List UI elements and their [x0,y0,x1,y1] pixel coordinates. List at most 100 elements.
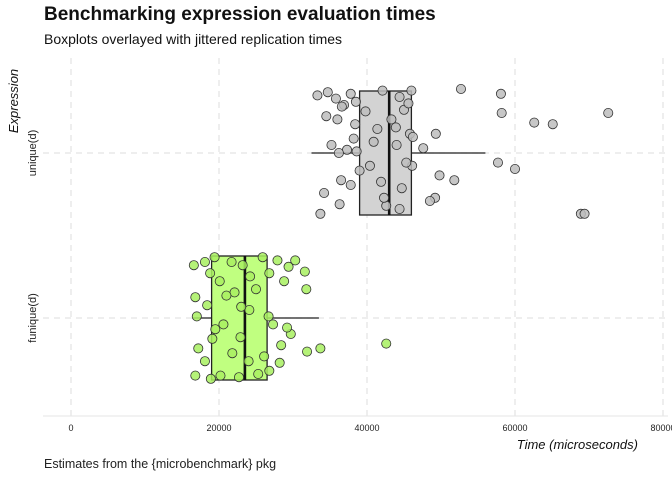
funiqued-point-0 [188,260,199,271]
point-layer [188,84,614,384]
funiqued-point-40 [282,322,293,333]
uniqued-point-16 [336,101,347,112]
funiqued-point-9 [290,255,301,266]
uniqued-point-30 [351,146,362,157]
uniqued-point-34 [434,170,445,181]
funiqued-point-2 [209,252,220,263]
funiqued-point-11 [264,268,275,279]
funiqued-point-33 [264,365,275,376]
uniqued-point-55 [386,114,397,125]
uniqued-point-53 [379,192,390,203]
uniqued-point-9 [495,88,506,99]
funiqued-point-42 [315,343,326,354]
uniqued-point-5 [377,85,388,96]
funiqued-point-32 [253,368,264,379]
x-tick-label-60000: 60000 [502,423,527,433]
uniqued-point-24 [368,136,379,147]
x-tick-label-40000: 40000 [354,423,379,433]
funiqued-point-23 [276,340,287,351]
uniqued-point-4 [350,96,361,107]
x-tick-label-80000: 80000 [650,423,672,433]
funiqued-point-31 [233,372,244,383]
y-axis-title: Expression [6,69,21,133]
uniqued-point-31 [354,165,365,176]
funiqued-point-28 [190,370,201,381]
funiqued-point-27 [199,356,210,367]
funiqued-point-14 [205,268,216,279]
funiqued-point-18 [218,319,229,330]
uniqued-point-8 [455,84,466,95]
funiqued-point-17 [191,311,202,322]
uniqued-point-54 [401,157,412,168]
uniqued-point-13 [496,108,507,119]
funiqued-point-29 [205,373,216,384]
uniqued-point-18 [312,90,323,101]
uniqued-point-19 [332,114,343,125]
funiqued-point-1 [199,256,210,267]
uniqued-point-56 [391,139,402,150]
funiqued-point-10 [279,276,290,287]
funiqued-point-43 [381,338,392,349]
funiqued-point-39 [263,311,274,322]
uniqued-point-17 [321,111,332,122]
uniqued-point-35 [449,175,460,186]
uniqued-point-36 [492,157,503,168]
funiqued-point-35 [207,333,218,344]
uniqued-point-43 [315,208,326,219]
uniqued-point-2 [330,93,341,104]
uniqued-point-44 [345,179,356,190]
funiqued-point-12 [245,271,256,282]
uniqued-point-40 [376,176,387,187]
uniqued-point-25 [407,131,418,142]
x-tick-label-0: 0 [68,423,73,433]
funiqued-point-36 [221,290,232,301]
uniqued-point-42 [319,187,330,198]
funiqued-point-44 [214,276,225,287]
funiqued-point-5 [257,252,268,263]
funiqued-point-25 [243,356,254,367]
uniqued-point-41 [334,199,345,210]
uniqued-point-11 [603,108,614,119]
y-category-label-funiqued: funique(d) [27,293,39,343]
funiqued-point-22 [302,346,313,357]
uniqued-point-51 [418,143,429,154]
x-tick-label-20000: 20000 [206,423,231,433]
uniqued-point-6 [394,92,405,103]
grid-layer [43,58,668,416]
funiqued-point-30 [215,370,226,381]
funiqued-point-3 [226,256,237,267]
y-category-labels: funique(d) unique(d) [27,130,39,343]
uniqued-point-12 [547,119,558,130]
funiqued-point-47 [274,357,285,368]
funiqued-point-4 [237,260,248,271]
funiqued-point-46 [210,324,221,335]
uniqued-point-49 [579,208,590,219]
funiqued-point-6 [272,255,283,266]
uniqued-point-0 [322,87,333,98]
uniqued-point-52 [336,175,347,186]
uniqued-point-37 [509,163,520,174]
x-tick-labels: 0 20000 40000 60000 80000 [68,423,672,433]
uniqued-point-29 [333,147,344,158]
funiqued-point-24 [259,351,270,362]
uniqued-point-23 [403,98,414,109]
uniqued-point-21 [390,122,401,133]
funiqued-point-26 [227,348,238,359]
uniqued-point-7 [406,85,417,96]
uniqued-point-3 [345,88,356,99]
uniqued-point-26 [430,128,441,139]
funiqued-box [210,255,268,381]
uniqued-point-50 [326,139,337,150]
funiqued-point-41 [301,284,312,295]
uniqued-point-47 [424,195,435,206]
uniqued-point-10 [529,117,540,128]
uniqued-point-15 [360,106,371,117]
funiqued-point-7 [283,261,294,272]
funiqued-point-34 [193,343,204,354]
chart-title: Benchmarking expression evaluation times [44,4,436,25]
funiqued-point-20 [268,319,279,330]
funiqued-point-38 [250,284,261,295]
uniqued-point-57 [350,119,361,130]
funiqued-point-45 [235,332,246,343]
funiqued-point-37 [236,301,247,312]
